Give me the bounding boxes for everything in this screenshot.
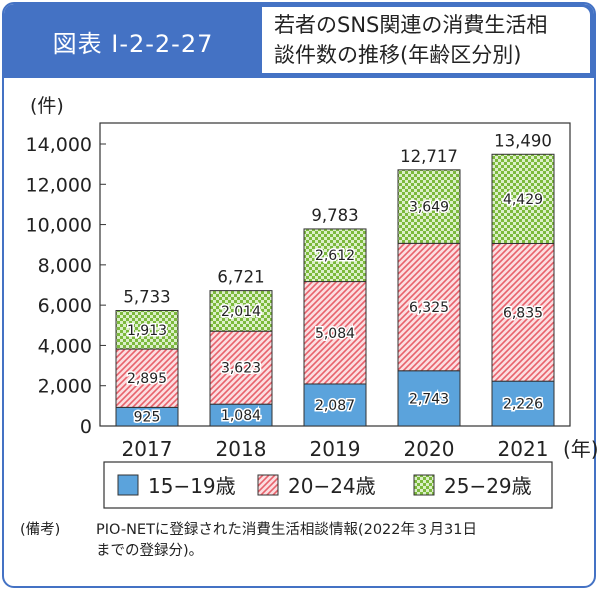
bar-segment xyxy=(209,330,273,405)
y-tick-label: 0 xyxy=(80,416,92,438)
legend-label: 25−29歳 xyxy=(444,474,532,498)
bar-segment xyxy=(397,370,461,427)
bar-segment xyxy=(115,348,179,408)
bar-segment xyxy=(115,310,179,350)
y-tick-label: 14,000 xyxy=(26,134,92,156)
segment-label: 3,623 xyxy=(221,361,261,377)
legend-label: 15−19歳 xyxy=(148,474,236,498)
bar-segment xyxy=(491,153,555,244)
segment-label: 2,895 xyxy=(127,371,167,387)
segment-label: 5,084 xyxy=(315,326,355,342)
segment-label: 4,429 xyxy=(503,192,543,208)
bar-segment xyxy=(397,242,461,372)
chart-title: 若者のSNS関連の消費生活相 談件数の推移(年齢区分別) xyxy=(262,7,590,73)
y-tick-label: 2,000 xyxy=(38,376,92,398)
segment-label: 2,743 xyxy=(409,391,449,407)
segment-label: 6,835 xyxy=(503,305,543,321)
x-tick-label: 2021 xyxy=(498,437,549,461)
y-tick-label: 6,000 xyxy=(38,295,92,317)
segment-label: 3,649 xyxy=(409,200,449,216)
legend xyxy=(103,461,553,509)
x-tick-label: 2018 xyxy=(216,437,267,461)
segment-label: 2,612 xyxy=(315,248,355,264)
title-line-2: 談件数の推移(年齢区分別) xyxy=(274,43,522,67)
y-axis-label: (件) xyxy=(30,95,64,117)
note-line-1: PIO-NETに登録された消費生活相談情報(2022年３月31日 xyxy=(96,522,477,538)
legend-label: 20−24歳 xyxy=(288,474,376,498)
bar-segment xyxy=(209,290,273,332)
x-tick-label: 2019 xyxy=(310,437,361,461)
x-tick-label: 2020 xyxy=(404,437,455,461)
source-note: (備考) PIO-NETに登録された消費生活相談情報(2022年３月31日 まで… xyxy=(20,520,590,562)
bar-segment xyxy=(303,383,367,427)
segment-label: 2,087 xyxy=(315,398,355,414)
total-label: 12,717 xyxy=(400,147,458,166)
legend-swatch xyxy=(117,474,139,496)
segment-label: 1,913 xyxy=(127,323,167,339)
segment-label: 1,084 xyxy=(221,408,261,424)
segment-label: 2,226 xyxy=(503,397,543,413)
x-tick-label: 2017 xyxy=(122,437,173,461)
legend-swatch xyxy=(413,474,435,496)
y-tick-label: 12,000 xyxy=(26,174,92,196)
bar-segment xyxy=(303,228,367,283)
y-tick-label: 10,000 xyxy=(26,215,92,237)
total-label: 6,721 xyxy=(217,268,264,287)
title-line-1: 若者のSNS関連の消費生活相 xyxy=(274,13,548,37)
bar-segment xyxy=(397,169,461,244)
legend-swatch xyxy=(257,474,279,496)
figure-number: 図表 I-2-2-27 xyxy=(52,29,214,58)
y-tick-label: 8,000 xyxy=(38,255,92,277)
total-label: 9,783 xyxy=(311,206,358,225)
figure-header: 図表 I-2-2-27 若者のSNS関連の消費生活相 談件数の推移(年齢区分別) xyxy=(4,4,594,78)
total-label: 5,733 xyxy=(123,288,170,307)
segment-label: 925 xyxy=(134,410,161,426)
bar-segment xyxy=(491,380,555,427)
segment-label: 6,325 xyxy=(409,300,449,316)
bar-segment xyxy=(491,242,555,382)
total-label: 13,490 xyxy=(494,131,552,150)
note-line-2: までの登録分)。 xyxy=(96,543,204,559)
x-unit-label: (年) xyxy=(563,437,599,461)
note-head: (備考) xyxy=(20,522,61,538)
y-tick-label: 4,000 xyxy=(38,335,92,357)
segment-label: 2,014 xyxy=(221,304,261,320)
